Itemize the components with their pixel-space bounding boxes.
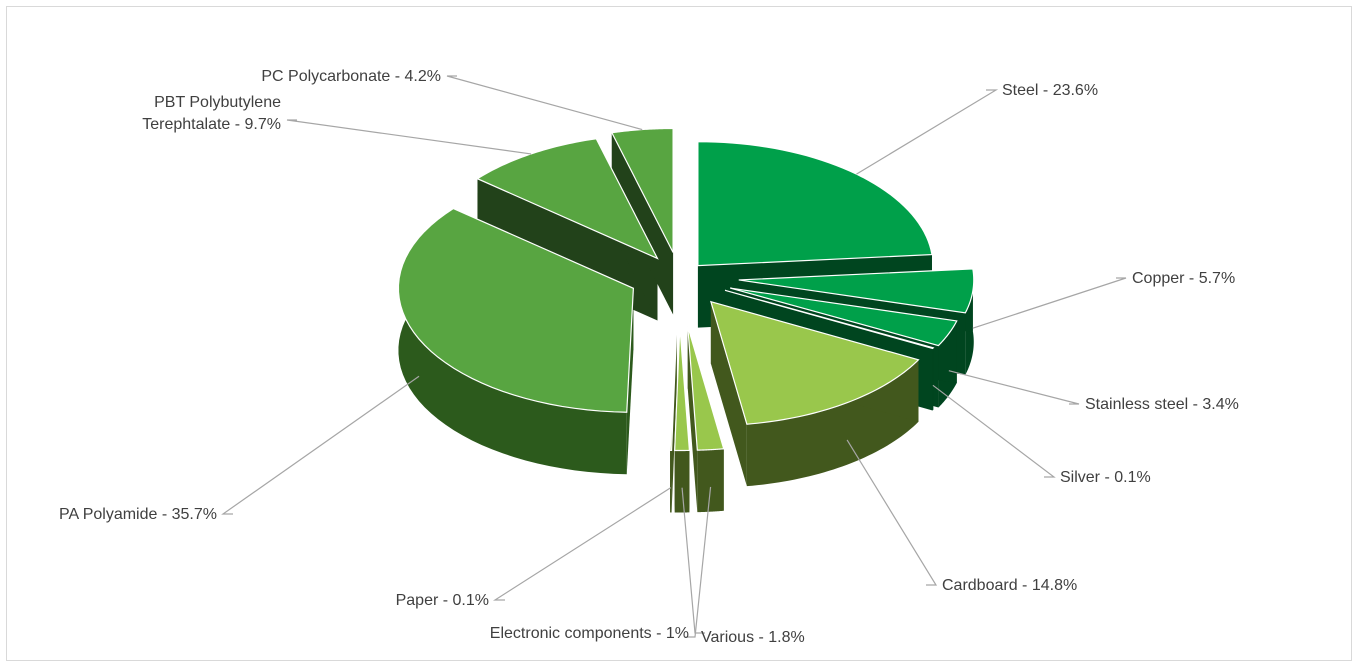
leader-silver xyxy=(932,384,1056,478)
slice-various xyxy=(687,326,725,451)
label-pc-polycarbonate: PC Polycarbonate - 4.2% xyxy=(261,68,441,85)
slice-steel xyxy=(697,141,933,267)
chart-area: Steel - 23.6% Copper - 5.7% Stainless stee… xyxy=(6,6,1352,661)
slice-copper xyxy=(738,268,975,314)
label-various: Various - 1.8% xyxy=(701,629,805,646)
slice-paper xyxy=(669,326,678,452)
label-electronic-components: Electronic components - 1% xyxy=(490,625,689,642)
leader-pbt-polybutylene-terephtalate xyxy=(286,119,532,155)
leader-various xyxy=(685,486,712,638)
slice-tops xyxy=(397,127,975,452)
leader-electronic-components xyxy=(681,487,705,634)
pie-chart: Steel - 23.6% Copper - 5.7% Stainless stee… xyxy=(59,68,1239,646)
slice-cardboard xyxy=(709,300,920,425)
leader-cardboard xyxy=(846,439,938,586)
label-stainless-steel: Stainless steel - 3.4% xyxy=(1085,396,1239,413)
label-copper: Copper - 5.7% xyxy=(1132,270,1235,287)
leader-steel xyxy=(856,89,999,175)
label-pa-polyamide: PA Polyamide - 35.7% xyxy=(59,506,217,523)
leader-pa-polyamide xyxy=(221,375,420,515)
data-labels: Steel - 23.6% Copper - 5.7% Stainless stee… xyxy=(59,68,1239,646)
slice-wall-various-1 xyxy=(687,326,698,513)
slice-electronic-components xyxy=(674,326,691,452)
label-steel: Steel - 23.6% xyxy=(1002,82,1098,99)
leader-stainless-steel xyxy=(948,370,1080,405)
label-pbt-polybutylene-terephtalate: PBT Polybutylene Terephtalate - 9.7% xyxy=(142,94,281,133)
leader-copper xyxy=(972,277,1127,329)
label-silver: Silver - 0.1% xyxy=(1060,469,1151,486)
slice-pc-polycarbonate xyxy=(610,127,674,253)
label-paper: Paper - 0.1% xyxy=(396,592,489,609)
leader-paper xyxy=(492,487,672,601)
slice-wall-pc-polycarbonate-0 xyxy=(611,132,674,315)
slice-pbt-polybutylene-terephtalate xyxy=(476,138,659,260)
label-cardboard: Cardboard - 14.8% xyxy=(942,577,1077,594)
slice-side-electronic-components xyxy=(674,450,690,513)
slice-wall-cardboard-1 xyxy=(710,301,747,487)
slice-silver xyxy=(724,289,935,350)
slice-pa-polyamide xyxy=(397,207,635,413)
slice-stainless-steel xyxy=(730,287,958,347)
leader-pc-polycarbonate xyxy=(446,75,643,131)
leader-lines xyxy=(221,75,1127,638)
